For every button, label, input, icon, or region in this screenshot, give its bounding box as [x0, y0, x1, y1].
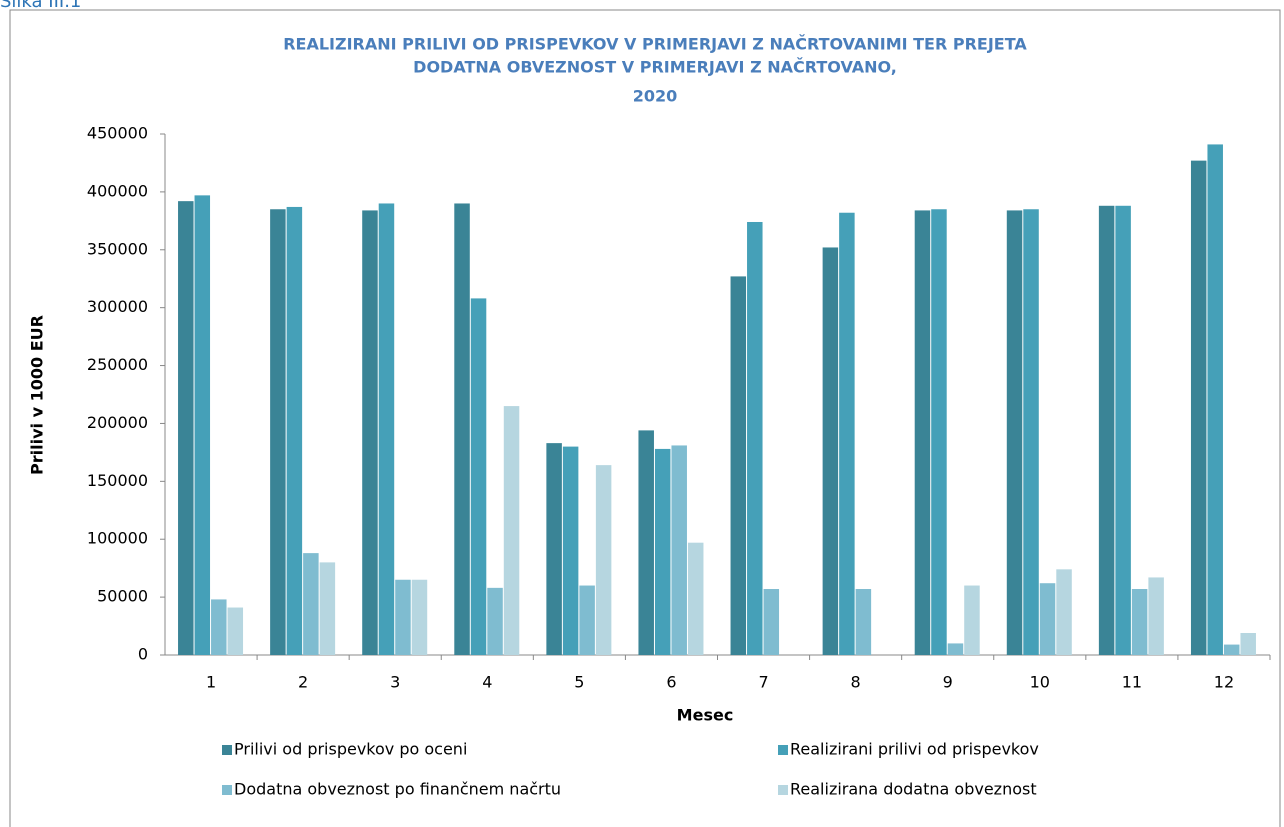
bar — [1039, 583, 1056, 655]
bar — [1023, 209, 1039, 655]
bar — [1223, 644, 1240, 655]
bar — [931, 209, 947, 655]
bar — [747, 221, 763, 656]
bar — [470, 298, 487, 655]
bar — [638, 430, 654, 655]
x-tick-label: 2 — [298, 673, 308, 692]
bar — [964, 585, 980, 655]
bar — [855, 589, 872, 655]
legend-label: Dodatna obveznost po finančnem načrtu — [234, 780, 561, 799]
bar — [1190, 160, 1207, 655]
bar — [211, 599, 227, 655]
bar — [395, 579, 411, 655]
y-tick-label: 0 — [138, 645, 148, 664]
bar — [687, 542, 704, 655]
bar — [1098, 205, 1115, 655]
bar — [562, 446, 579, 655]
bar — [546, 443, 562, 655]
y-tick-label: 150000 — [87, 471, 148, 490]
bar — [503, 406, 520, 655]
bar — [595, 465, 612, 655]
x-tick-label: 3 — [390, 673, 400, 692]
x-tick-label: 1 — [206, 673, 216, 692]
bar — [286, 206, 303, 655]
legend-swatch — [222, 745, 232, 755]
y-tick-label: 300000 — [87, 297, 148, 316]
bar — [671, 445, 687, 655]
caption: Slika III.1 — [0, 0, 81, 12]
bar — [362, 210, 378, 655]
bar — [947, 643, 964, 655]
x-tick-label: 10 — [1030, 673, 1050, 692]
y-tick-label: 100000 — [87, 529, 148, 548]
bar — [1115, 205, 1131, 655]
bar — [1056, 569, 1072, 655]
bar — [1240, 633, 1256, 655]
bar — [579, 585, 595, 655]
bar — [270, 209, 286, 655]
y-tick-label: 250000 — [87, 355, 148, 374]
x-tick-label: 5 — [574, 673, 584, 692]
bar — [654, 448, 671, 655]
legend-swatch — [778, 785, 788, 795]
bar — [1207, 144, 1223, 656]
x-tick-label: 12 — [1214, 673, 1234, 692]
legend-label: Realizirana dodatna obveznost — [790, 780, 1037, 799]
x-tick-label: 6 — [666, 673, 676, 692]
bar — [730, 276, 747, 655]
bar — [914, 210, 931, 655]
bar — [411, 579, 428, 655]
x-tick-label: 4 — [482, 673, 492, 692]
y-tick-label: 450000 — [87, 124, 148, 143]
x-axis-title: Mesec — [677, 706, 734, 725]
bar — [763, 589, 780, 655]
legend-swatch — [222, 785, 232, 795]
bar — [454, 203, 470, 655]
bar — [303, 553, 319, 655]
bar — [839, 212, 855, 655]
y-axis-title: Prilivi v 1000 EUR — [28, 315, 47, 475]
bar — [178, 201, 194, 655]
bar — [378, 203, 395, 655]
x-tick-label: 8 — [851, 673, 861, 692]
bar — [227, 607, 244, 655]
chart-title: REALIZIRANI PRILIVI OD PRISPEVKOV V PRIM… — [283, 35, 1027, 54]
y-tick-label: 50000 — [97, 587, 148, 606]
y-tick-label: 200000 — [87, 413, 148, 432]
bar — [1006, 210, 1023, 655]
bar — [487, 587, 503, 655]
chart-title: DODATNA OBVEZNOST V PRIMERJAVI Z NAČRTOV… — [413, 58, 897, 77]
legend-label: Realizirani prilivi od prispevkov — [790, 740, 1039, 759]
y-tick-label: 400000 — [87, 181, 148, 200]
bar — [319, 562, 336, 655]
chart-frame — [9, 9, 1281, 827]
x-tick-label: 7 — [758, 673, 768, 692]
legend-swatch — [778, 745, 788, 755]
x-tick-label: 9 — [943, 673, 953, 692]
bar — [822, 247, 839, 655]
legend-label: Prilivi od prispevkov po oceni — [234, 740, 467, 759]
bar — [194, 195, 211, 655]
bar — [1131, 589, 1148, 655]
y-tick-label: 350000 — [87, 239, 148, 258]
chart-title: 2020 — [633, 87, 678, 106]
x-tick-label: 11 — [1122, 673, 1142, 692]
bar — [1148, 577, 1164, 655]
